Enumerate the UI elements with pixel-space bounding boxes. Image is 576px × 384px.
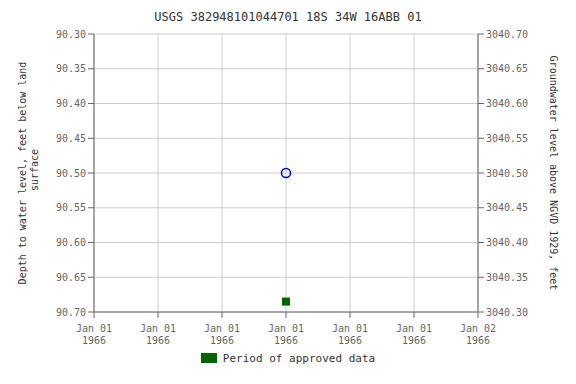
- html-text:Period of approved data: Period of approved data: [222, 351, 376, 365]
- svg-text:Jan 011966: Jan 011966: [268, 323, 304, 346]
- svg-text:Jan 011966: Jan 011966: [76, 323, 112, 346]
- svg-text:3040.60: 3040.60: [486, 98, 528, 109]
- svg-text:90.35: 90.35: [56, 63, 86, 74]
- svg-text:Depth to water level, feet bel: Depth to water level, feet below land su…: [17, 62, 40, 285]
- svg-text:90.55: 90.55: [56, 202, 86, 213]
- svg-text:90.70: 90.70: [56, 307, 86, 318]
- svg-text:90.40: 90.40: [56, 98, 86, 109]
- svg-text:90.45: 90.45: [56, 133, 86, 144]
- svg-text:Jan 011966: Jan 011966: [140, 323, 176, 346]
- svg-text:Jan 011966: Jan 011966: [204, 323, 240, 346]
- svg-text:Jan 011966: Jan 011966: [332, 323, 368, 346]
- svg-text:3040.40: 3040.40: [486, 237, 528, 248]
- svg-text:90.30: 90.30: [56, 29, 86, 40]
- svg-text:90.65: 90.65: [56, 272, 86, 283]
- svg-text:Jan 011966: Jan 011966: [396, 323, 432, 346]
- svg-text:3040.30: 3040.30: [486, 307, 528, 318]
- svg-text:3040.35: 3040.35: [486, 272, 528, 283]
- svg-text:3040.50: 3040.50: [486, 168, 528, 179]
- svg-text:3040.70: 3040.70: [486, 29, 528, 40]
- svg-text:90.60: 90.60: [56, 237, 86, 248]
- svg-text:90.50: 90.50: [56, 168, 86, 179]
- html-text:USGS 382948101044701 18S 34W 1: USGS 382948101044701 18S 34W 16ABB 01: [154, 10, 422, 24]
- svg-text:3040.45: 3040.45: [486, 202, 528, 213]
- svg-text:Jan 021966: Jan 021966: [460, 323, 496, 346]
- svg-text:3040.55: 3040.55: [486, 133, 528, 144]
- svg-text:Groundwater level above NGVD 1: Groundwater level above NGVD 1929, feet: [548, 56, 559, 291]
- svg-text:3040.65: 3040.65: [486, 63, 528, 74]
